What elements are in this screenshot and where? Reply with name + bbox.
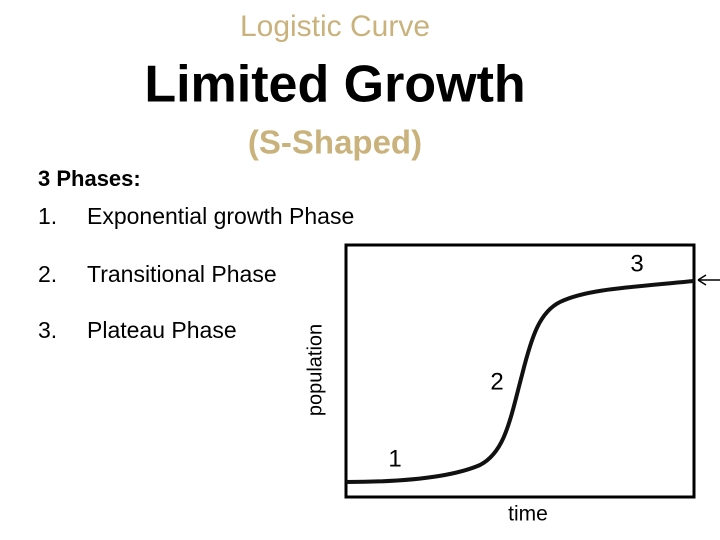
item-text: Plateau Phase (87, 317, 237, 343)
item-number: 2. (38, 261, 57, 287)
phase-marker: 3 (630, 250, 643, 277)
s-curve (345, 279, 695, 484)
phases-heading: 3 Phases: (38, 166, 141, 191)
item-number: 1. (38, 203, 57, 229)
title: Limited Growth (144, 56, 525, 114)
subtitle: (S-Shaped) (248, 124, 422, 161)
diagram-frame (344, 243, 696, 499)
diagram: population time 1 2 3 (304, 243, 720, 526)
kicker: Logistic Curve (240, 10, 430, 43)
phase-marker: 1 (388, 445, 401, 472)
item-text: Transitional Phase (87, 261, 277, 287)
phase-marker: 2 (490, 368, 503, 395)
y-axis-label: population (304, 324, 326, 416)
item-text: Exponential growth Phase (87, 203, 354, 229)
arrow-head (697, 274, 707, 286)
item-number: 3. (38, 317, 57, 343)
x-axis-label: time (508, 503, 548, 526)
